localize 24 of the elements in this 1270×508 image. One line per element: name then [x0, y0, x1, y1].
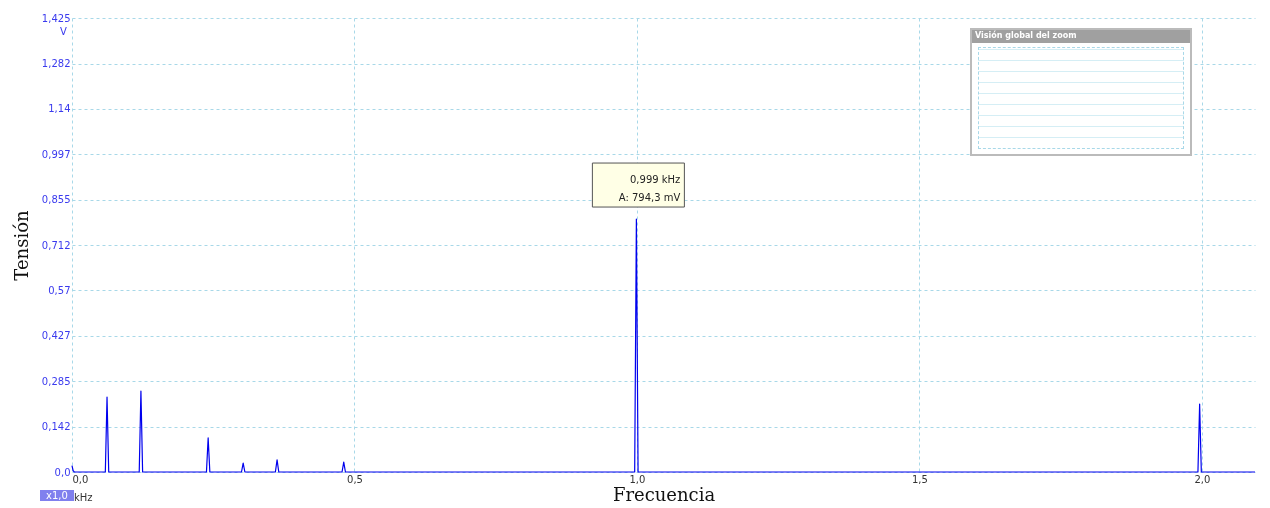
overview-window: Visión global del zoom [970, 28, 1192, 156]
text: kHz [74, 492, 93, 503]
text: V [60, 26, 67, 37]
annotation: 0,999 kHz [630, 174, 681, 186]
y-tick-label: 0,427 [41, 330, 71, 342]
text: x1,0 [40, 490, 74, 501]
y-tick-label: 1,14 [48, 103, 71, 115]
y-tick-label: 1,282 [41, 58, 71, 70]
x-tick-label: 2,0 [1194, 473, 1211, 485]
x-axis-title: Frecuencia [612, 483, 716, 505]
annotation: A: 794,3 mV [618, 192, 681, 204]
x-tick-label: 1,5 [911, 473, 928, 485]
y-tick-label: 0,712 [41, 239, 71, 251]
y-tick-label: 0,997 [41, 148, 71, 160]
y-tick-label: 0,142 [41, 421, 71, 433]
y-axis-title: Tensión [10, 209, 32, 281]
y-tick-label: 0,57 [48, 284, 71, 296]
annotation: Visión global del zoom [972, 30, 1190, 43]
y-tick-label: 0,285 [41, 375, 71, 387]
x-tick-label: 0,5 [347, 473, 363, 485]
y-tick-label: 0,855 [41, 194, 71, 206]
x-tick-label: 0,0 [72, 473, 89, 485]
x-tick-label: 1,0 [629, 473, 646, 485]
y-tick-label: 1,425 [41, 12, 71, 24]
